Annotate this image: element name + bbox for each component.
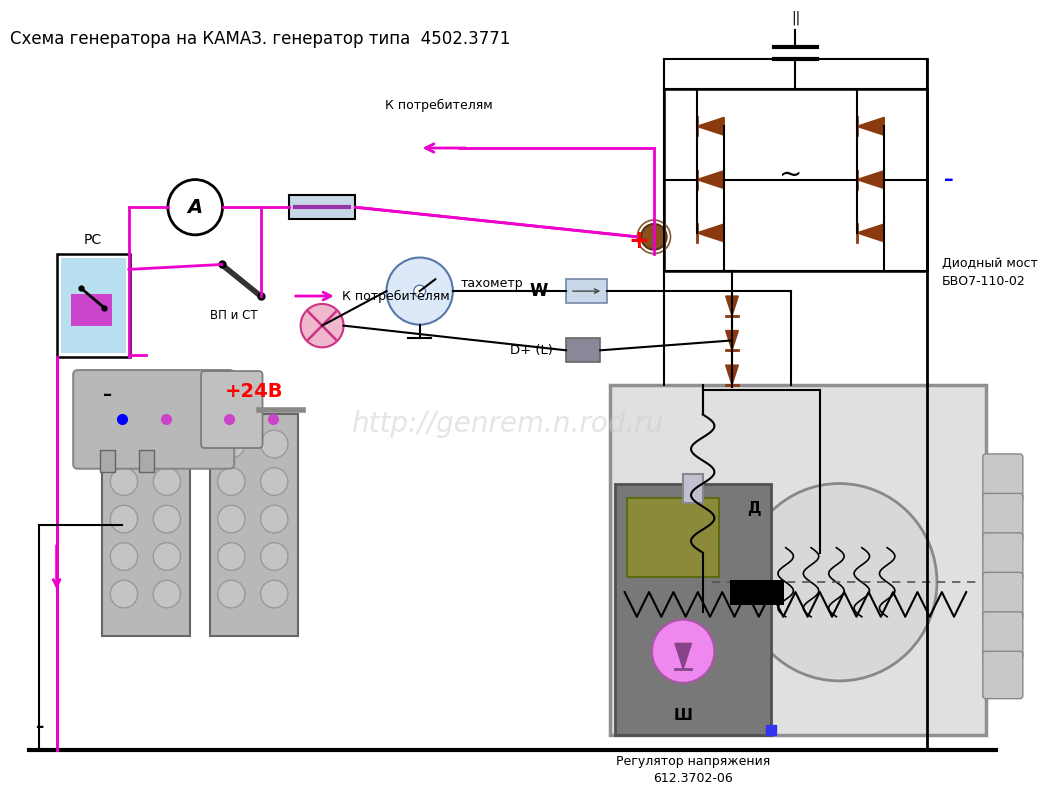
- Bar: [566, 339, 600, 362]
- Circle shape: [218, 505, 245, 533]
- Bar: [102, 414, 190, 637]
- Circle shape: [110, 430, 137, 458]
- Bar: [99, 450, 115, 472]
- Circle shape: [153, 468, 181, 495]
- Polygon shape: [856, 117, 884, 135]
- Text: –: –: [944, 170, 954, 189]
- FancyBboxPatch shape: [73, 370, 234, 468]
- Text: http://genrem.n.rod.ru: http://genrem.n.rod.ru: [352, 410, 663, 439]
- Circle shape: [153, 580, 181, 608]
- Bar: [289, 196, 355, 219]
- Text: +: +: [628, 229, 649, 253]
- Polygon shape: [697, 117, 724, 135]
- Text: W: W: [529, 282, 548, 300]
- Text: Схема генератора на КАМАЗ. генератор типа  4502.3771: Схема генератора на КАМАЗ. генератор тип…: [10, 30, 510, 48]
- Bar: [683, 474, 702, 503]
- Circle shape: [261, 543, 288, 571]
- FancyBboxPatch shape: [983, 652, 1023, 699]
- Bar: [566, 279, 607, 303]
- Circle shape: [218, 543, 245, 571]
- Circle shape: [218, 468, 245, 495]
- Text: Ш: Ш: [674, 708, 693, 723]
- Text: А: А: [188, 198, 203, 217]
- Bar: [610, 385, 985, 735]
- FancyBboxPatch shape: [983, 533, 1023, 580]
- Text: Регулятор напряжения
612.3702-06: Регулятор напряжения 612.3702-06: [616, 755, 770, 784]
- Text: +24В: +24В: [225, 382, 283, 401]
- Circle shape: [414, 285, 426, 297]
- Circle shape: [386, 258, 453, 325]
- Circle shape: [153, 505, 181, 533]
- Bar: [57, 254, 130, 357]
- Circle shape: [652, 619, 715, 683]
- Polygon shape: [675, 644, 692, 669]
- Circle shape: [218, 430, 245, 458]
- FancyBboxPatch shape: [983, 494, 1023, 541]
- Bar: [60, 258, 126, 353]
- Circle shape: [110, 468, 137, 495]
- Text: Диодный мост
БВО7-110-02: Диодный мост БВО7-110-02: [942, 257, 1038, 288]
- FancyBboxPatch shape: [983, 572, 1023, 619]
- Circle shape: [261, 468, 288, 495]
- Text: тахометр: тахометр: [460, 277, 524, 290]
- Polygon shape: [725, 331, 738, 351]
- FancyBboxPatch shape: [201, 371, 263, 448]
- Text: К потребителям: К потребителям: [385, 98, 493, 112]
- Text: Д: Д: [747, 501, 760, 516]
- Polygon shape: [725, 365, 738, 385]
- Text: –: –: [102, 386, 112, 404]
- Polygon shape: [725, 296, 738, 316]
- Circle shape: [301, 304, 343, 347]
- Text: К потребителям: К потребителям: [341, 289, 450, 303]
- Bar: [626, 498, 719, 577]
- FancyBboxPatch shape: [983, 454, 1023, 501]
- Polygon shape: [856, 224, 884, 242]
- Circle shape: [168, 179, 223, 235]
- Circle shape: [110, 543, 137, 571]
- Circle shape: [153, 543, 181, 571]
- FancyBboxPatch shape: [983, 612, 1023, 659]
- Bar: [210, 414, 298, 637]
- Polygon shape: [697, 171, 724, 189]
- Polygon shape: [856, 171, 884, 189]
- Circle shape: [261, 430, 288, 458]
- Bar: [71, 294, 112, 325]
- Text: ВП и СТ: ВП и СТ: [210, 309, 258, 322]
- Circle shape: [641, 224, 666, 250]
- Bar: [663, 89, 927, 271]
- Circle shape: [110, 580, 137, 608]
- Text: –: –: [35, 718, 43, 736]
- Circle shape: [218, 580, 245, 608]
- Circle shape: [261, 505, 288, 533]
- Text: РС: РС: [83, 233, 101, 247]
- Polygon shape: [697, 224, 724, 242]
- Circle shape: [153, 430, 181, 458]
- Bar: [615, 483, 771, 735]
- Text: ||: ||: [791, 10, 800, 24]
- Text: ~: ~: [779, 160, 803, 189]
- Text: D+ (L): D+ (L): [510, 343, 553, 357]
- Circle shape: [741, 483, 937, 681]
- Circle shape: [261, 580, 288, 608]
- Bar: [138, 450, 154, 472]
- Circle shape: [110, 505, 137, 533]
